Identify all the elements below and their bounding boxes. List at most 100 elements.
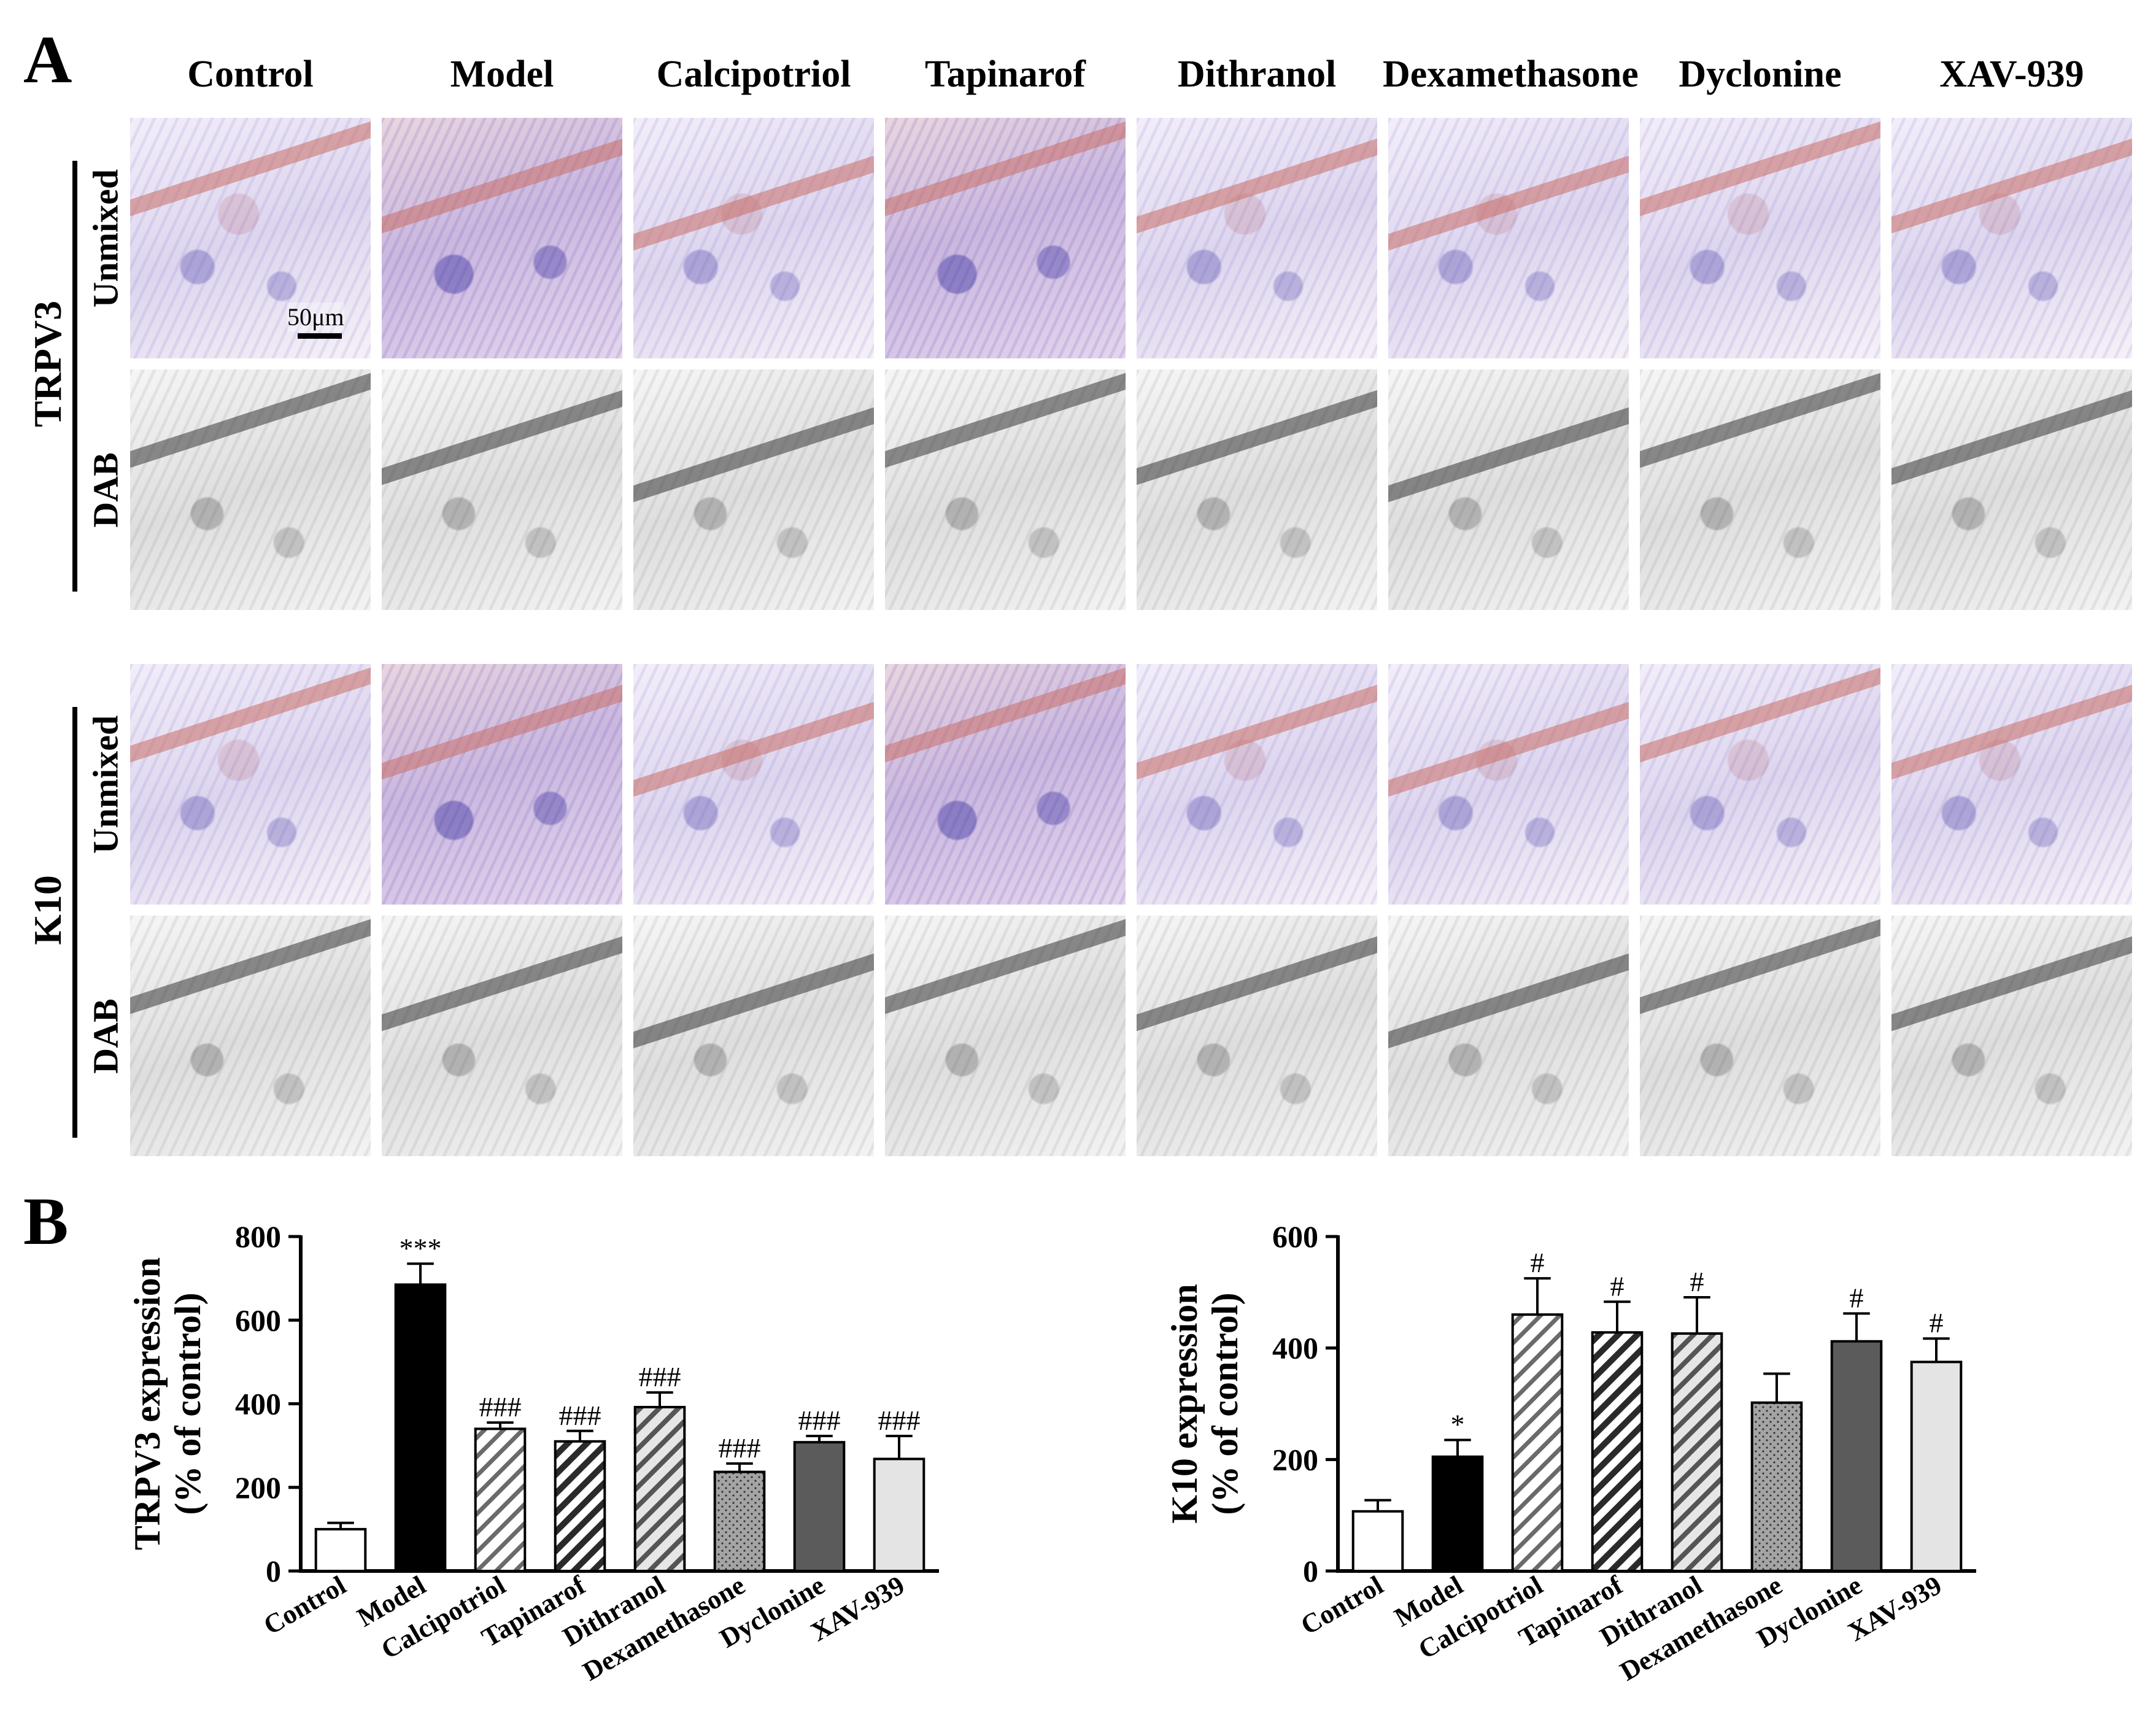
epidermis-layer	[1388, 150, 1629, 256]
group-label: K10	[25, 875, 69, 945]
dab-micrograph	[1640, 916, 1880, 1156]
y-tick-label: 600	[1272, 1219, 1318, 1254]
epidermis-layer	[1137, 385, 1377, 490]
unmixed-micrograph	[1137, 118, 1377, 358]
trpv3-expression-chart: TRPV3 expression(% of control) 0 200 400 600…	[127, 1219, 939, 1687]
y-tick-label: 0	[266, 1554, 281, 1588]
unmixed-micrograph	[633, 118, 874, 358]
bar	[633, 1405, 686, 1572]
k10-expression-chart: K10 expression(% of control)0200400600Co…	[1164, 1219, 1976, 1687]
dab-micrograph	[382, 369, 622, 610]
column-header: Control	[187, 53, 314, 95]
bar	[1591, 1331, 1644, 1572]
bar	[793, 1441, 846, 1572]
column-header: Dexamethasone	[1383, 53, 1639, 95]
dab-micrograph	[1388, 916, 1629, 1156]
bar	[554, 1440, 606, 1572]
column-header: XAV-939	[1939, 53, 2084, 95]
y-tick-label: 400	[235, 1387, 281, 1421]
bar	[1910, 1361, 1963, 1572]
group-label: TRPV3	[26, 300, 70, 428]
epidermis-layer	[1137, 133, 1377, 239]
unmixed-micrograph	[1388, 664, 1629, 905]
group-bracket	[72, 161, 77, 592]
y-tick-label: 0	[1303, 1554, 1318, 1588]
significance-marker: ***	[400, 1232, 442, 1264]
dab-micrograph	[1891, 369, 2132, 610]
epidermis-layer	[382, 931, 622, 1036]
group-bracket	[72, 707, 77, 1138]
significance-marker: ###	[639, 1361, 681, 1392]
significance-marker: #	[1690, 1266, 1704, 1297]
dab-micrograph	[130, 369, 371, 610]
epidermis-layer	[1640, 916, 1880, 1019]
epidermis-layer	[130, 916, 371, 1019]
dab-micrograph	[1891, 916, 2132, 1156]
significance-marker: ###	[479, 1391, 522, 1422]
dab-micrograph	[633, 369, 874, 610]
epidermis-layer	[1137, 679, 1377, 785]
row-label: Unmixed	[85, 715, 126, 854]
significance-marker: ###	[878, 1405, 921, 1436]
column-header: Calcipotriol	[656, 53, 851, 95]
y-axis-label: TRPV3 expression(% of control)	[127, 1257, 208, 1550]
epidermis-layer	[1388, 697, 1629, 802]
epidermis-layer	[130, 664, 371, 768]
significance-marker: *	[1451, 1409, 1465, 1440]
bar	[1671, 1332, 1723, 1573]
dab-micrograph	[382, 916, 622, 1156]
scale-bar-label: 50μm	[287, 303, 344, 331]
row-label: DAB	[85, 452, 126, 528]
scale-bar	[298, 333, 342, 339]
y-tick-label: 800	[235, 1219, 281, 1254]
bar	[474, 1427, 527, 1572]
column-header: Tapinarof	[925, 53, 1086, 95]
epidermis-layer	[633, 150, 874, 256]
bar	[314, 1527, 367, 1572]
y-tick-label: 200	[1272, 1442, 1318, 1476]
epidermis-layer	[1640, 118, 1880, 222]
epidermis-layer	[1388, 402, 1629, 508]
epidermis-layer	[633, 697, 874, 802]
significance-marker: #	[1531, 1247, 1545, 1278]
unmixed-micrograph	[885, 664, 1126, 905]
significance-marker: ###	[719, 1432, 761, 1464]
column-header: Model	[450, 53, 554, 95]
bar	[713, 1470, 766, 1573]
epidermis-layer	[1137, 931, 1377, 1036]
column-header: Dyclonine	[1679, 53, 1842, 95]
unmixed-micrograph	[1891, 118, 2132, 358]
epidermis-layer	[382, 385, 622, 490]
unmixed-micrograph	[1640, 118, 1880, 358]
epidermis-layer	[382, 679, 622, 785]
bar	[394, 1283, 447, 1572]
epidermis-layer	[885, 916, 1126, 1019]
significance-marker: #	[1610, 1270, 1625, 1302]
significance-marker: #	[1930, 1307, 1944, 1338]
unmixed-micrograph	[1388, 118, 1629, 358]
y-tick-label: 600	[235, 1303, 281, 1337]
unmixed-micrograph	[633, 664, 874, 905]
y-tick-label: 400	[1272, 1331, 1318, 1365]
significance-marker: ###	[559, 1400, 601, 1431]
epidermis-layer	[130, 369, 371, 473]
unmixed-micrograph	[885, 118, 1126, 358]
unmixed-micrograph	[130, 118, 371, 358]
y-tick-label: 200	[235, 1470, 281, 1505]
significance-marker: #	[1850, 1282, 1864, 1313]
unmixed-micrograph	[382, 664, 622, 905]
epidermis-layer	[633, 948, 874, 1054]
bar	[1511, 1313, 1564, 1573]
dab-micrograph	[1388, 369, 1629, 610]
unmixed-micrograph	[382, 118, 622, 358]
bar	[1750, 1401, 1803, 1572]
epidermis-layer	[382, 133, 622, 239]
dab-micrograph	[885, 916, 1126, 1156]
dab-micrograph	[1137, 916, 1377, 1156]
bar	[873, 1457, 925, 1572]
column-header: Dithranol	[1177, 53, 1337, 95]
bar	[1431, 1455, 1484, 1572]
panel-b-label: B	[23, 1184, 69, 1259]
epidermis-layer	[1891, 133, 2132, 239]
dab-micrograph	[130, 916, 371, 1156]
